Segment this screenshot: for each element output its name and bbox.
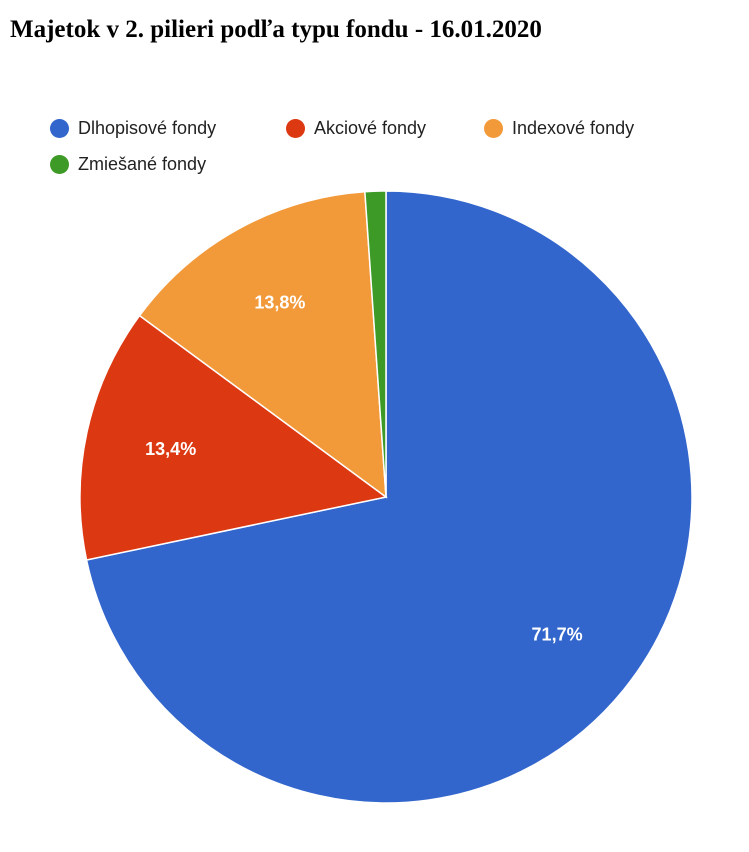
pie-slice-label-2: 13,8%	[254, 293, 305, 313]
legend-item-akciove[interactable]: Akciové fondy	[286, 118, 426, 139]
legend-label-indexove: Indexové fondy	[512, 118, 635, 138]
legend-swatch-indexove	[484, 119, 503, 138]
legend-item-zmiesane[interactable]: Zmiešané fondy	[50, 154, 206, 175]
legend-label-dlhopisove: Dlhopisové fondy	[78, 118, 217, 138]
pie-slice-2[interactable]	[138, 190, 387, 499]
chart-title: Majetok v 2. pilieri podľa typu fondu - …	[10, 16, 542, 43]
pie-slice-3[interactable]	[364, 190, 387, 498]
legend-item-dlhopisove[interactable]: Dlhopisové fondy	[50, 118, 216, 139]
pie-slice-label-1: 13,4%	[145, 439, 196, 459]
pie-slice-labels: 71,7% 13,4% 13,8%	[145, 293, 582, 645]
legend-swatch-akciove	[286, 119, 305, 138]
pie-slice-0[interactable]	[85, 190, 693, 804]
legend-label-zmiesane: Zmiešané fondy	[78, 154, 207, 174]
pie-slices	[79, 190, 693, 804]
pie-slice-label-0: 71,7%	[532, 625, 583, 645]
legend-swatch-zmiesane	[50, 155, 69, 174]
legend-label-akciove: Akciové fondy	[314, 118, 427, 138]
pie-slice-1[interactable]	[79, 314, 388, 561]
legend-swatch-dlhopisove	[50, 119, 69, 138]
legend-item-indexove[interactable]: Indexové fondy	[484, 118, 634, 139]
